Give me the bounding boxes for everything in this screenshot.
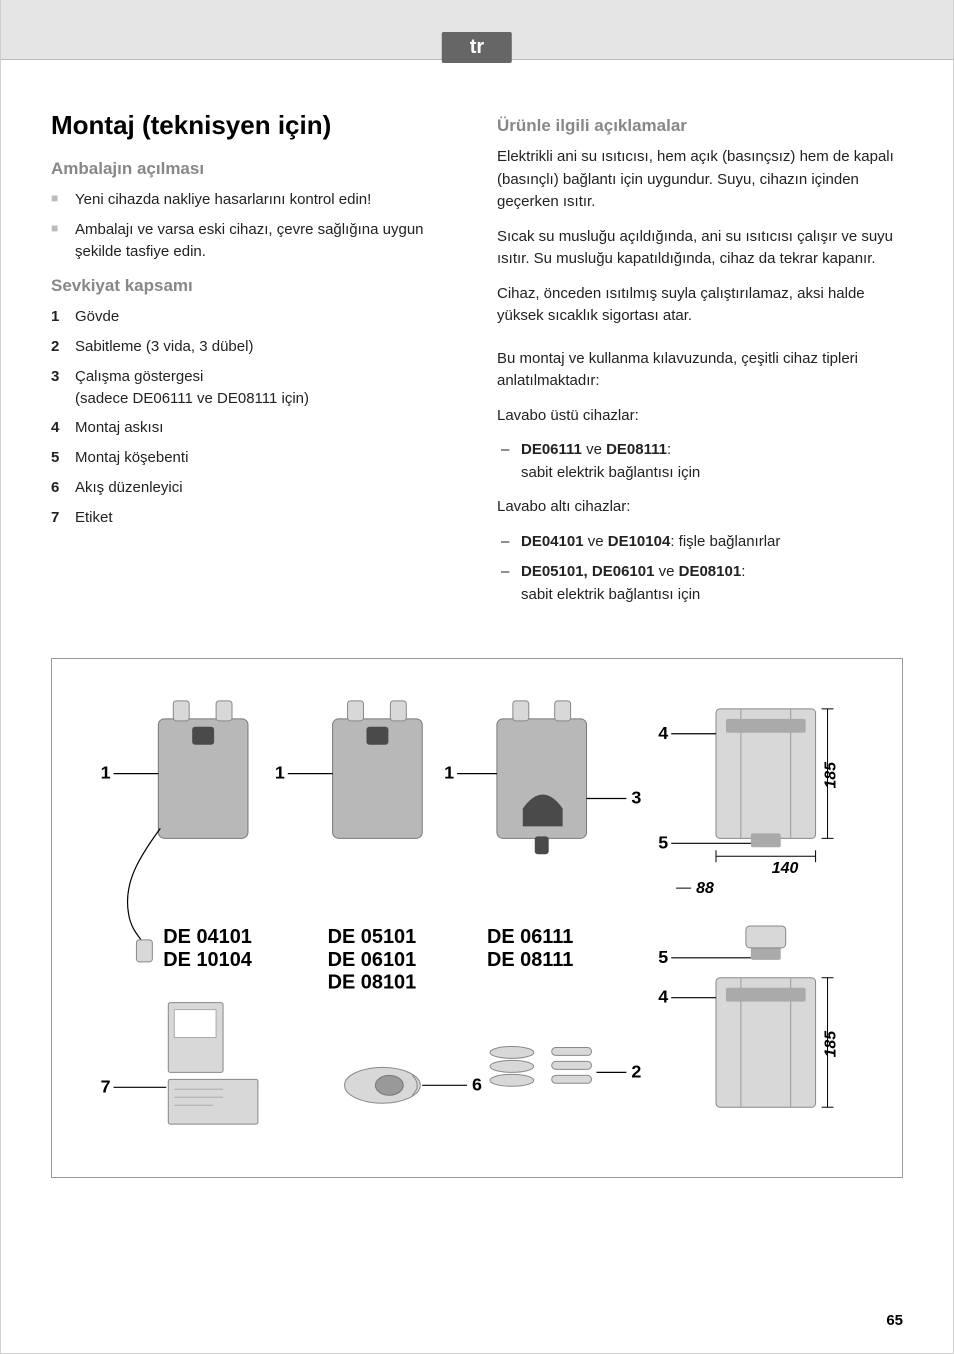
svg-text:DE 08111: DE 08111	[487, 949, 573, 971]
svg-text:88: 88	[696, 880, 714, 897]
paragraph: Cihaz, önceden ısıtılmış suyla çalıştırı…	[497, 283, 903, 328]
svg-text:5: 5	[658, 832, 668, 852]
list-item: DE06111 ve DE08111: sabit elektrik bağla…	[497, 439, 903, 484]
svg-text:185: 185	[823, 1030, 840, 1058]
svg-text:7: 7	[101, 1076, 111, 1096]
svg-text:1: 1	[275, 763, 285, 783]
list-item: 1Gövde	[51, 306, 457, 328]
paragraph: Lavabo üstü cihazlar:	[497, 405, 903, 428]
list-item: 4Montaj askısı	[51, 417, 457, 439]
list-item: DE05101, DE06101 ve DE08101: sabit elekt…	[497, 561, 903, 606]
list-item: DE04101 ve DE10104: fişle bağlanırlar	[497, 531, 903, 554]
heading-unpacking: Ambalajın açılması	[51, 159, 457, 179]
content-columns: Montaj (teknisyen için) Ambalajın açılma…	[51, 0, 903, 618]
svg-text:185: 185	[823, 761, 840, 789]
svg-text:3: 3	[631, 787, 641, 807]
device-group-2: 1 DE 05101 DE 06101 DE 08101	[275, 701, 422, 994]
above-sink-list: DE06111 ve DE08111: sabit elektrik bağla…	[497, 439, 903, 484]
left-column: Montaj (teknisyen için) Ambalajın açılma…	[51, 110, 457, 618]
figure-panel: 1 DE 04101 DE 10104 7	[51, 658, 903, 1178]
svg-text:DE 08101: DE 08101	[328, 972, 417, 994]
figure-svg: 1 DE 04101 DE 10104 7	[62, 679, 892, 1157]
scope-list: 1Gövde 2Sabitleme (3 vida, 3 dübel) 3Çal…	[51, 306, 457, 528]
svg-text:1: 1	[444, 763, 454, 783]
label-sticker: 7	[101, 1003, 258, 1124]
page: tr Montaj (teknisyen için) Ambalajın açı…	[0, 0, 954, 1354]
svg-text:DE 05101: DE 05101	[328, 926, 417, 948]
svg-text:6: 6	[472, 1074, 482, 1094]
page-title: Montaj (teknisyen için)	[51, 110, 457, 141]
paragraph: Bu montaj ve kullanma kılavuzunda, çeşit…	[497, 348, 903, 393]
svg-text:DE 06111: DE 06111	[487, 926, 573, 948]
list-item: 2Sabitleme (3 vida, 3 dübel)	[51, 336, 457, 358]
list-item: 5Montaj köşebenti	[51, 447, 457, 469]
unpacking-list: Yeni cihazda nakliye hasarlarını kontrol…	[51, 189, 457, 262]
aerator: 6	[345, 1067, 482, 1103]
svg-text:DE 06101: DE 06101	[328, 949, 417, 971]
language-tab: tr	[442, 32, 512, 63]
svg-text:4: 4	[658, 723, 668, 743]
heading-product-info: Ürünle ilgili açıklamalar	[497, 116, 903, 136]
device-group-3: 1 3 DE 06111 DE 08111	[444, 701, 641, 971]
list-item: Yeni cihazda nakliye hasarlarını kontrol…	[51, 189, 457, 211]
list-item: Ambalajı ve varsa eski cihazı, çevre sağ…	[51, 219, 457, 263]
svg-text:DE 04101: DE 04101	[163, 926, 252, 948]
list-item: 7Etiket	[51, 507, 457, 529]
paragraph: Elektrikli ani su ısıtıcısı, hem açık (b…	[497, 146, 903, 214]
heading-scope: Sevkiyat kapsamı	[51, 276, 457, 296]
fasteners: 2	[490, 1046, 641, 1086]
svg-text:DE 10104: DE 10104	[163, 949, 252, 971]
dimension-bottom: 185 5 4	[658, 926, 839, 1107]
device-group-1: 1 DE 04101 DE 10104	[101, 701, 252, 971]
svg-text:140: 140	[772, 860, 799, 877]
svg-text:1: 1	[101, 763, 111, 783]
right-column: Ürünle ilgili açıklamalar Elektrikli ani…	[497, 110, 903, 618]
page-number: 65	[886, 1312, 903, 1329]
dimension-top: 185 140 88 4 5	[658, 709, 839, 897]
list-item: 3Çalışma göstergesi(sadece DE06111 ve DE…	[51, 366, 457, 410]
below-sink-list: DE04101 ve DE10104: fişle bağlanırlar DE…	[497, 531, 903, 607]
svg-text:2: 2	[631, 1061, 641, 1081]
paragraph: Lavabo altı cihazlar:	[497, 496, 903, 519]
paragraph: Sıcak su musluğu açıldığında, ani su ısı…	[497, 226, 903, 271]
list-item: 6Akış düzenleyici	[51, 477, 457, 499]
svg-text:4: 4	[658, 987, 668, 1007]
svg-text:5: 5	[658, 947, 668, 967]
